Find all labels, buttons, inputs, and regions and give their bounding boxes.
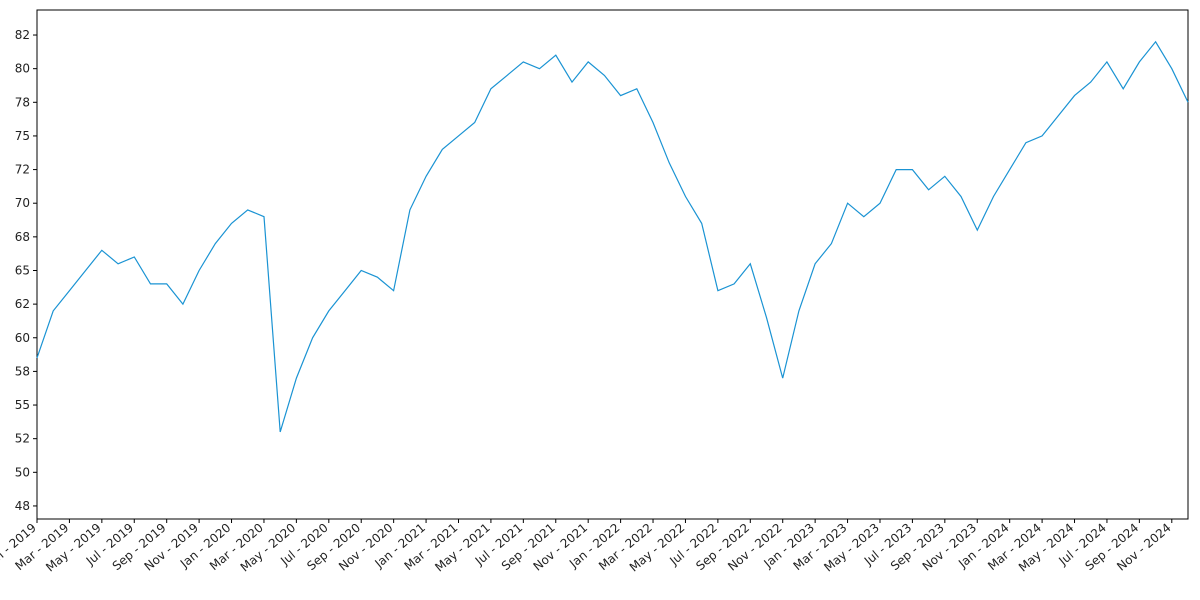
y-tick-label: 52 — [15, 432, 30, 446]
y-tick-label: 55 — [15, 398, 30, 412]
price-line — [36, 40, 1189, 433]
y-tick-label: 65 — [15, 263, 30, 277]
y-tick-label: 50 — [15, 465, 30, 479]
y-tick-label: 68 — [15, 230, 30, 244]
y-tick-label: 62 — [15, 297, 30, 311]
y-tick-label: 75 — [15, 129, 30, 143]
plot-frame — [36, 9, 1189, 520]
y-tick-label: 78 — [15, 95, 30, 109]
y-tick-label: 58 — [15, 364, 30, 378]
y-tick-label: 70 — [15, 196, 30, 210]
y-tick-label: 82 — [15, 28, 30, 42]
y-tick-label: 72 — [15, 163, 30, 177]
y-tick-label: 48 — [15, 499, 30, 513]
y-tick-label: 80 — [15, 62, 30, 76]
y-tick-label: 60 — [15, 331, 30, 345]
